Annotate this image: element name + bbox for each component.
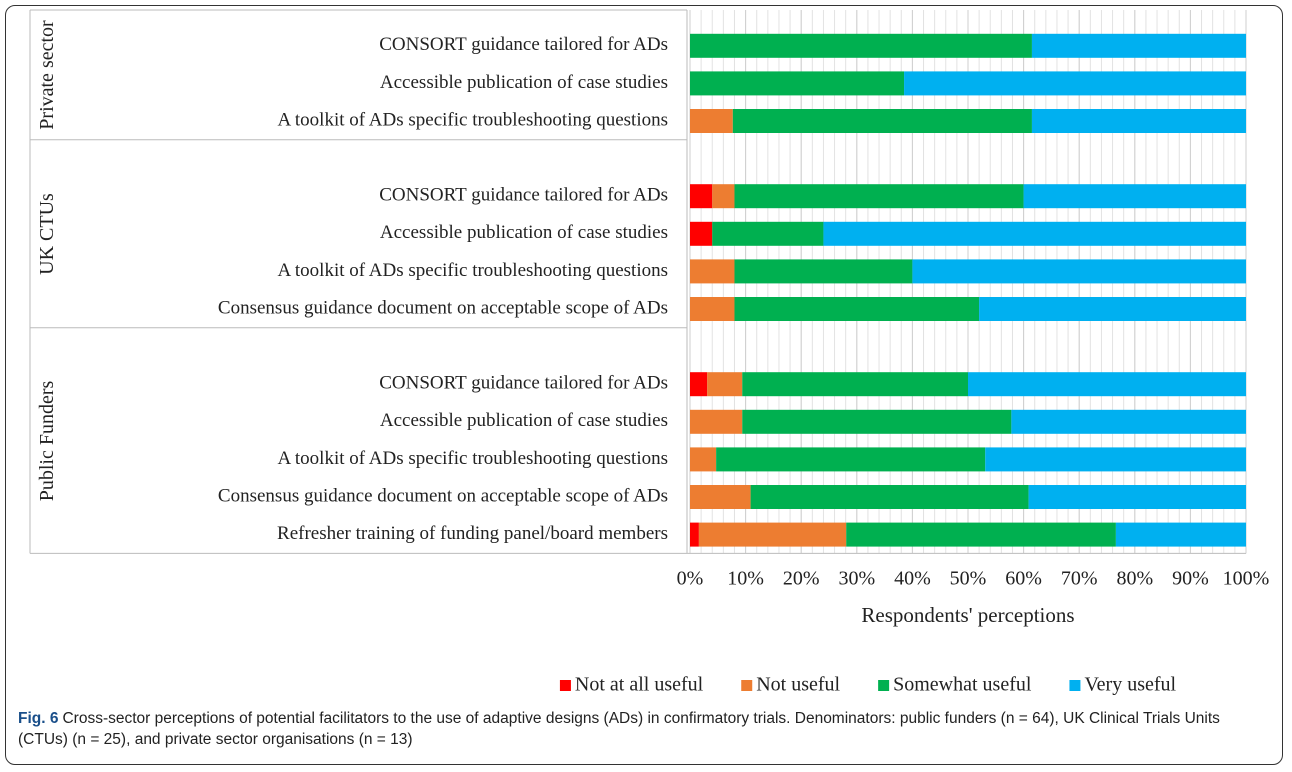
category-label: A toolkit of ADs specific troubleshootin… bbox=[277, 260, 668, 281]
category-label: A toolkit of ADs specific troubleshootin… bbox=[277, 448, 668, 469]
x-tick-label: 0% bbox=[677, 568, 704, 590]
bar-segment bbox=[1115, 522, 1246, 547]
x-tick-label: 70% bbox=[1061, 568, 1098, 590]
bar-segment bbox=[1031, 109, 1246, 133]
category-label: Consensus guidance document on acceptabl… bbox=[218, 297, 668, 318]
category-label: Accessible publication of case studies bbox=[380, 72, 668, 93]
legend-item: Somewhat useful bbox=[878, 674, 1032, 696]
bar-segment bbox=[690, 485, 751, 509]
bar-segment bbox=[690, 259, 735, 284]
x-axis-title: Respondents' perceptions bbox=[861, 603, 1074, 627]
legend-label: Not useful bbox=[756, 674, 840, 696]
category-label: CONSORT guidance tailored for ADs bbox=[379, 185, 668, 206]
bar-segment bbox=[690, 184, 713, 209]
caption: Fig. 6 Cross-sector perceptions of potent… bbox=[18, 708, 1273, 750]
group-label: Public Funders bbox=[36, 380, 58, 501]
bar-segment bbox=[690, 109, 733, 133]
bar-segment bbox=[732, 109, 1032, 133]
x-tick-label: 50% bbox=[950, 568, 987, 590]
legend-label: Very useful bbox=[1084, 674, 1176, 696]
bar-segment bbox=[712, 221, 824, 246]
bar-segment bbox=[912, 259, 1246, 284]
bar-segment bbox=[846, 522, 1116, 547]
category-label: Accessible publication of case studies bbox=[380, 410, 668, 431]
group-label: UK CTUs bbox=[36, 192, 58, 275]
bar-segment bbox=[968, 372, 1246, 397]
category-label: Refresher training of funding panel/boar… bbox=[277, 523, 668, 544]
caption-label: Fig. 6 bbox=[18, 710, 59, 727]
legend-item: Not at all useful bbox=[559, 674, 704, 696]
bar-segment bbox=[742, 409, 1012, 434]
category-label: CONSORT guidance tailored for ADs bbox=[379, 373, 668, 394]
bar-segment bbox=[690, 522, 699, 547]
x-tick-label: 60% bbox=[1005, 568, 1042, 590]
group-label: Private sector bbox=[36, 20, 59, 130]
bar-segment bbox=[716, 447, 986, 472]
bar-segment bbox=[734, 297, 980, 321]
bar-segment bbox=[690, 297, 735, 321]
legend-swatch bbox=[559, 680, 571, 691]
bar-segment bbox=[698, 522, 847, 547]
bar-segment bbox=[690, 33, 1032, 58]
legend-swatch bbox=[1069, 680, 1081, 691]
category-label: CONSORT guidance tailored for ADs bbox=[379, 34, 668, 55]
caption-text: Cross-sector perceptions of potential fa… bbox=[18, 710, 1220, 748]
x-tick-label: 40% bbox=[894, 568, 931, 590]
bar-segment bbox=[750, 485, 1029, 509]
x-tick-label: 20% bbox=[783, 568, 820, 590]
bar-segment bbox=[690, 372, 708, 397]
legend-item: Very useful bbox=[1069, 674, 1177, 696]
bar-segment bbox=[707, 372, 743, 397]
x-tick-label: 80% bbox=[1116, 568, 1153, 590]
x-tick-label: 30% bbox=[838, 568, 875, 590]
x-tick-label: 10% bbox=[727, 568, 764, 590]
category-label: Accessible publication of case studies bbox=[380, 222, 668, 243]
bar-segment bbox=[1031, 33, 1246, 58]
bar-segment bbox=[1011, 409, 1246, 434]
bar-segment bbox=[979, 297, 1246, 321]
bar-segment bbox=[734, 184, 1024, 209]
category-label: A toolkit of ADs specific troubleshootin… bbox=[277, 109, 668, 130]
bar-segment bbox=[985, 447, 1246, 472]
category-label: Consensus guidance document on acceptabl… bbox=[218, 485, 668, 506]
bar-segment bbox=[690, 447, 717, 472]
legend-label: Not at all useful bbox=[575, 674, 704, 696]
figure-frame bbox=[5, 5, 1283, 765]
legend: Not at all useful Not useful Somewhat usef… bbox=[559, 674, 1177, 696]
legend-swatch bbox=[878, 680, 890, 691]
bar-segment bbox=[1028, 485, 1246, 509]
chart: Respondents' perceptions 0% 10% 20% 30% 40% 5… bbox=[29, 9, 1270, 696]
x-tick-label: 100% bbox=[1223, 568, 1270, 590]
bar-segment bbox=[1023, 184, 1246, 209]
bar-segment bbox=[742, 372, 968, 397]
bar-segment bbox=[690, 221, 713, 246]
bar-segment bbox=[712, 184, 735, 209]
bar-segment bbox=[823, 221, 1246, 246]
bar-segment bbox=[690, 71, 905, 96]
bar-segment bbox=[904, 71, 1246, 96]
x-tick-label: 90% bbox=[1172, 568, 1209, 590]
bar-segment bbox=[690, 409, 743, 434]
legend-label: Somewhat useful bbox=[893, 674, 1032, 696]
legend-swatch bbox=[741, 680, 753, 691]
legend-item: Not useful bbox=[741, 674, 841, 696]
bar-segment bbox=[734, 259, 913, 284]
